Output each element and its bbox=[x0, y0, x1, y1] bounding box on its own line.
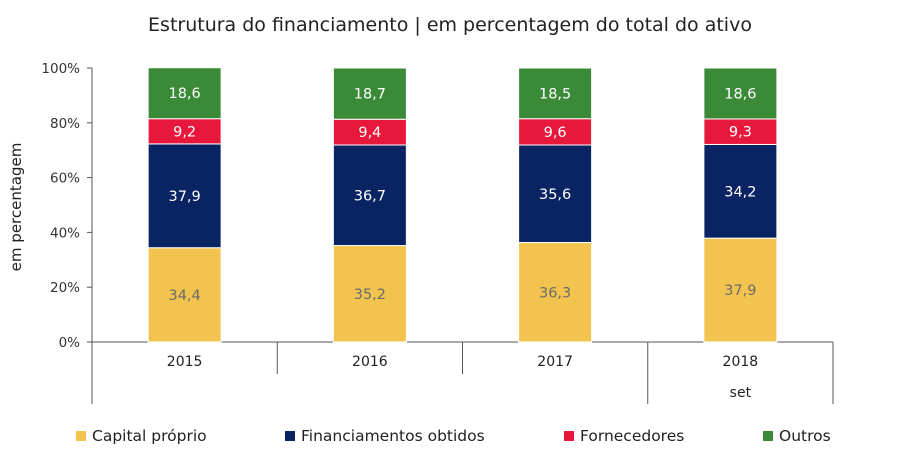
y-tick-label: 20% bbox=[50, 280, 80, 296]
data-label: 34,2 bbox=[724, 184, 756, 200]
data-label: 37,9 bbox=[724, 283, 756, 299]
bar-segment bbox=[518, 67, 593, 120]
data-label: 36,3 bbox=[539, 285, 571, 301]
legend-item: Financiamentos obtidos bbox=[285, 427, 485, 445]
x-tick-label: 2017 bbox=[537, 354, 573, 370]
y-axis-label: em percentagem bbox=[7, 143, 25, 272]
legend-swatch bbox=[285, 431, 295, 441]
y-tick-label: 0% bbox=[59, 335, 81, 351]
x-tick-label: 2015 bbox=[167, 354, 203, 370]
chart-plot: 0% 20% 40% 60% 80% 100% em percentagem 34,4 37,9… bbox=[7, 61, 834, 404]
bar-segment bbox=[332, 144, 407, 247]
bar-segment bbox=[518, 242, 593, 343]
data-label: 18,6 bbox=[724, 86, 756, 102]
legend-swatch bbox=[76, 431, 86, 441]
x-tick-label: 2016 bbox=[352, 354, 388, 370]
legend-item: Capital próprio bbox=[76, 427, 207, 445]
data-label: 35,6 bbox=[539, 187, 571, 203]
bar-segment bbox=[703, 67, 778, 120]
bar-segment bbox=[332, 67, 407, 120]
legend-swatch bbox=[763, 431, 773, 441]
legend-item: Outros bbox=[763, 427, 831, 445]
legend-item: Fornecedores bbox=[564, 427, 684, 445]
y-tick-label: 100% bbox=[41, 61, 80, 77]
legend-label: Financiamentos obtidos bbox=[301, 427, 485, 445]
chart-legend: Capital próprio Financiamentos obtidos For… bbox=[0, 427, 900, 449]
data-label: 37,9 bbox=[168, 189, 200, 205]
data-label: 34,4 bbox=[168, 288, 200, 304]
bar-segment bbox=[147, 118, 222, 145]
data-label: 9,4 bbox=[358, 125, 381, 141]
data-label: 9,6 bbox=[544, 125, 567, 141]
legend-label: Capital próprio bbox=[92, 427, 207, 445]
legend-swatch bbox=[564, 431, 574, 441]
y-tick-label: 80% bbox=[50, 116, 80, 132]
chart-title: Estrutura do financiamento | em percenta… bbox=[148, 14, 752, 36]
data-label: 18,5 bbox=[539, 86, 571, 102]
bar-segment bbox=[147, 67, 222, 120]
bar-segment bbox=[518, 144, 593, 244]
y-tick-label: 40% bbox=[50, 225, 80, 241]
bar-segment bbox=[703, 237, 778, 343]
legend-label: Fornecedores bbox=[580, 427, 685, 445]
y-tick-label: 60% bbox=[50, 171, 80, 187]
x-tick-label: 2018 bbox=[723, 354, 759, 370]
data-label: 9,3 bbox=[729, 125, 752, 141]
legend-label: Outros bbox=[779, 427, 831, 445]
bar-segment bbox=[147, 247, 222, 343]
bar-segment bbox=[332, 245, 407, 343]
data-label: 18,6 bbox=[168, 86, 200, 102]
data-label: 18,7 bbox=[354, 87, 386, 103]
data-label: 9,2 bbox=[173, 124, 196, 140]
x-tick-sublabel: set bbox=[730, 385, 752, 401]
data-label: 36,7 bbox=[354, 188, 386, 204]
bar-segment bbox=[703, 143, 778, 239]
data-label: 35,2 bbox=[354, 287, 386, 303]
bar-segment bbox=[518, 118, 593, 146]
